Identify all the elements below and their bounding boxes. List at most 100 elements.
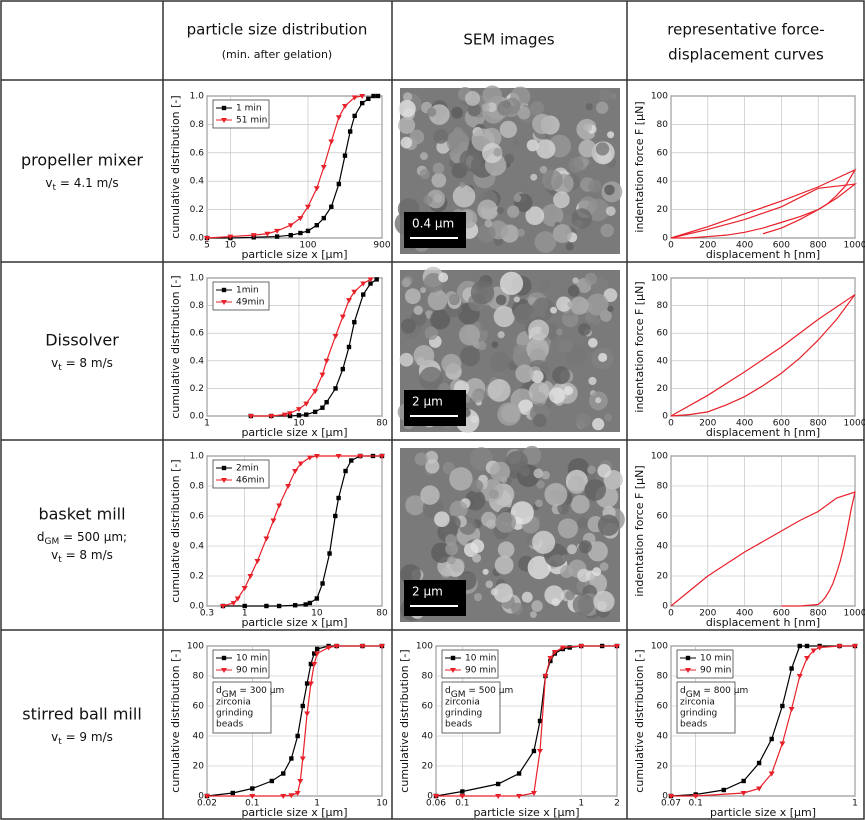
x-tick-label: 800 bbox=[810, 241, 827, 251]
data-point bbox=[307, 681, 314, 687]
data-point bbox=[542, 674, 549, 679]
y-tick-label: 100 bbox=[187, 642, 204, 652]
sem-texture bbox=[581, 158, 590, 166]
x-tick-label: 0 bbox=[668, 241, 674, 251]
data-point bbox=[227, 234, 234, 240]
data-point bbox=[268, 414, 275, 419]
sem-texture bbox=[529, 611, 537, 618]
sem-texture bbox=[576, 413, 591, 429]
data-point bbox=[264, 603, 269, 609]
param-value: = 500 µm; bbox=[59, 530, 127, 544]
data-point bbox=[287, 223, 294, 229]
sem-texture bbox=[530, 370, 544, 383]
sem-texture bbox=[510, 501, 534, 525]
data-point bbox=[249, 794, 256, 799]
annotation-note: beads bbox=[216, 720, 243, 730]
data-point bbox=[288, 793, 295, 799]
sem-texture bbox=[561, 554, 569, 562]
sem-texture bbox=[604, 184, 615, 196]
sem-texture bbox=[570, 296, 589, 315]
sem-texture bbox=[567, 301, 574, 308]
sem-texture bbox=[570, 494, 590, 514]
data-point bbox=[797, 643, 802, 649]
sem-texture bbox=[427, 107, 437, 117]
sem-texture bbox=[567, 475, 586, 495]
data-point bbox=[320, 165, 327, 170]
sem-texture bbox=[532, 538, 539, 545]
sem-texture bbox=[424, 326, 438, 340]
param-symbol: d bbox=[680, 686, 686, 696]
scale-bar-label: 2 µm bbox=[412, 585, 443, 599]
data-point bbox=[551, 650, 558, 655]
x-tick-label: 10 bbox=[311, 609, 323, 619]
data-point bbox=[537, 749, 544, 754]
param-subscript: GM bbox=[222, 690, 237, 700]
data-point bbox=[242, 603, 247, 609]
sem-texture bbox=[490, 461, 511, 482]
data-point bbox=[311, 651, 317, 656]
data-point bbox=[516, 794, 523, 799]
x-tick-label: 400 bbox=[736, 241, 753, 251]
data-point bbox=[531, 748, 537, 754]
sem-texture bbox=[555, 328, 563, 336]
sem-texture bbox=[515, 364, 534, 383]
scale-bar-box bbox=[404, 580, 466, 616]
y-tick-label: 0.4 bbox=[190, 177, 205, 187]
data-point bbox=[332, 333, 339, 339]
sem-texture bbox=[538, 278, 551, 291]
x-tick-label: 100 bbox=[299, 241, 316, 251]
y-tick-label: 100 bbox=[651, 274, 668, 284]
data-point bbox=[547, 656, 554, 661]
sem-texture bbox=[509, 176, 520, 187]
x-tick-label: 1000 bbox=[844, 609, 865, 619]
data-point bbox=[247, 574, 254, 579]
data-point bbox=[740, 791, 747, 796]
y-tick-label: 0.2 bbox=[190, 384, 204, 394]
sem-texture bbox=[448, 294, 460, 306]
y-tick-label: 20 bbox=[657, 205, 669, 215]
data-point bbox=[516, 771, 522, 776]
x-tick-label: 0.3 bbox=[200, 609, 214, 619]
sem-texture bbox=[480, 320, 491, 332]
x-tick-label: 800 bbox=[810, 609, 827, 619]
sem-texture bbox=[567, 284, 580, 297]
sem-texture bbox=[434, 511, 450, 528]
param-text: dGM = 800 µm bbox=[680, 686, 748, 700]
sem-texture bbox=[485, 580, 494, 589]
data-point bbox=[335, 115, 342, 121]
data-point bbox=[537, 718, 543, 724]
data-point bbox=[250, 233, 257, 239]
legend-marker bbox=[450, 668, 456, 673]
data-point bbox=[336, 181, 342, 187]
sem-texture bbox=[513, 303, 535, 325]
data-point bbox=[314, 223, 319, 228]
sem-texture bbox=[531, 297, 555, 321]
data-point bbox=[296, 413, 302, 418]
sem-texture bbox=[484, 219, 493, 228]
data-point bbox=[292, 469, 299, 474]
sem-texture bbox=[496, 206, 504, 215]
data-point bbox=[780, 703, 785, 709]
y-tick-label: 20 bbox=[657, 384, 669, 394]
sem-texture bbox=[552, 366, 570, 385]
legend-marker bbox=[221, 668, 227, 673]
x-tick-label: 0.1 bbox=[455, 799, 469, 809]
x-tick-label: 1 bbox=[852, 799, 858, 809]
y-tick-label: 20 bbox=[193, 762, 205, 772]
sem-texture bbox=[536, 139, 556, 159]
sem-texture bbox=[419, 152, 428, 161]
x-tick-label: 1000 bbox=[844, 241, 865, 251]
scale-bar-box bbox=[404, 212, 466, 248]
header-psd: particle size distribution bbox=[187, 21, 368, 39]
y-tick-label: 0 bbox=[662, 602, 668, 612]
data-point bbox=[311, 662, 318, 667]
sem-texture bbox=[528, 319, 550, 341]
data-point bbox=[250, 786, 255, 791]
sem-texture bbox=[600, 223, 614, 238]
data-point bbox=[304, 711, 311, 717]
legend-marker bbox=[221, 465, 227, 471]
param-text: dGM = 500 µm; bbox=[37, 530, 127, 547]
x-axis-label: displacement h [nm] bbox=[706, 616, 820, 629]
data-point bbox=[460, 789, 465, 794]
legend-box bbox=[212, 459, 270, 489]
